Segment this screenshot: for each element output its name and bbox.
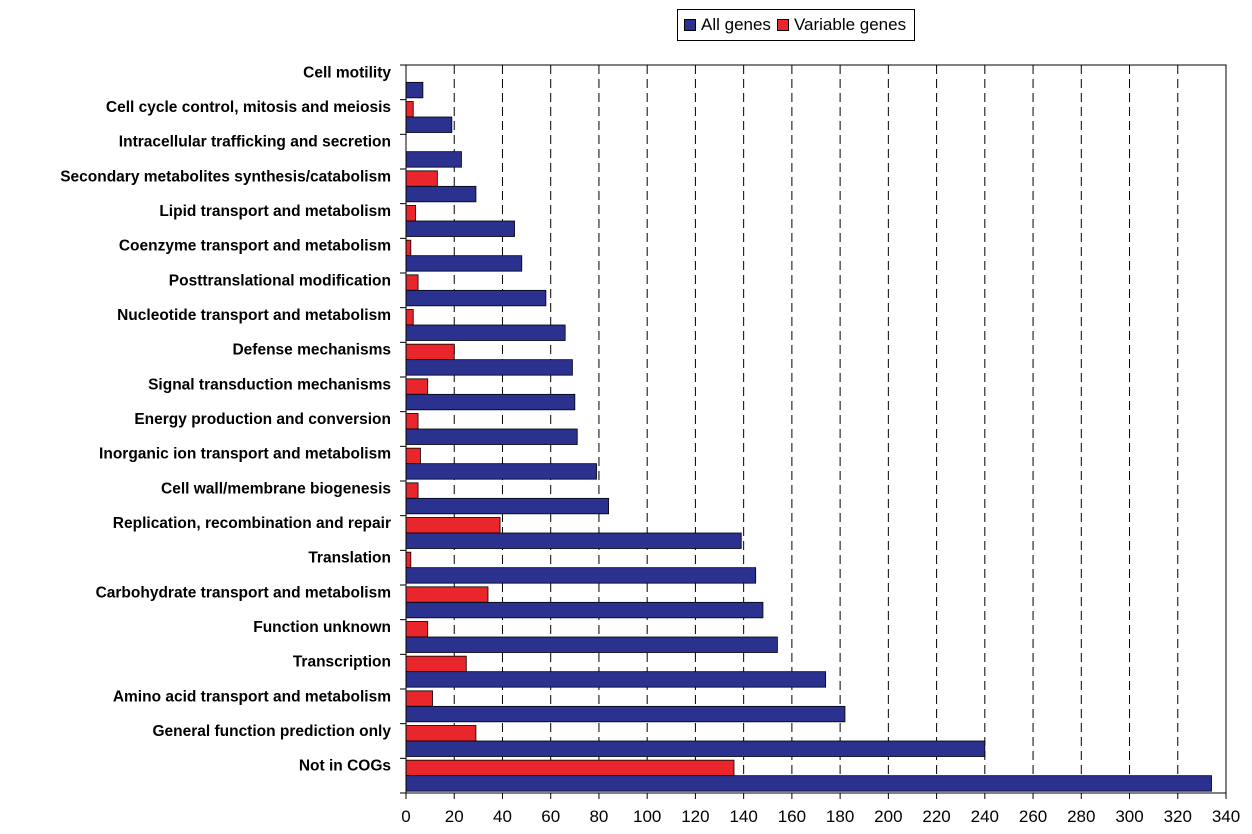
bar-all-genes (405, 81, 424, 99)
category-label: General function prediction only (152, 723, 391, 740)
category-label: Cell cycle control, mitosis and meiosis (106, 99, 391, 116)
legend: All genes Variable genes (677, 9, 916, 41)
category-label: Transcription (293, 654, 391, 671)
bar-variable-genes (405, 586, 489, 603)
bar-variable-genes (405, 170, 438, 187)
bar-all-genes (405, 740, 986, 757)
category-label: Energy production and conversion (134, 411, 391, 428)
x-tick-label: 40 (493, 807, 512, 826)
bar-all-genes (405, 359, 573, 376)
x-tick-label: 200 (874, 807, 902, 826)
category-label: Not in COGs (299, 758, 391, 775)
bar-variable-genes (405, 413, 419, 430)
bar-all-genes (405, 428, 578, 445)
bar-variable-genes (405, 655, 467, 673)
category-label: Posttranslational modification (169, 272, 391, 289)
category-label: Amino acid transport and metabolism (113, 688, 391, 705)
x-tick-label: 340 (1212, 807, 1240, 826)
plot-area-border (405, 64, 1227, 794)
bar-variable-genes (405, 205, 417, 222)
bar-variable-genes (405, 690, 433, 707)
x-tick-label: 20 (445, 807, 464, 826)
category-label: Intracellular trafficking and secretion (119, 134, 391, 151)
bar-all-genes (405, 151, 462, 168)
bar-variable-genes (405, 447, 421, 465)
bar-variable-genes (405, 343, 455, 361)
x-tick-label: 140 (729, 807, 757, 826)
category-label: Signal transduction mechanisms (148, 376, 391, 393)
bar-all-genes (405, 324, 566, 341)
bar-variable-genes (405, 759, 735, 777)
x-tick-label: 280 (1067, 807, 1095, 826)
x-tick-label: 100 (633, 807, 661, 826)
x-tick-label: 180 (826, 807, 854, 826)
bar-variable-genes (405, 551, 412, 569)
bar-all-genes (405, 775, 1212, 792)
legend-label-all-genes: All genes (701, 15, 771, 34)
category-label: Lipid transport and metabolism (159, 203, 391, 220)
bar-all-genes (405, 601, 764, 619)
bar-variable-genes (405, 378, 429, 395)
x-tick-label: 320 (1164, 807, 1192, 826)
bar-all-genes (405, 220, 515, 237)
bar-variable-genes (405, 621, 429, 638)
x-tick-label: 220 (922, 807, 950, 826)
category-label: Cell wall/membrane biogenesis (161, 480, 391, 497)
x-tick-label: 80 (589, 807, 608, 826)
bar-variable-genes (405, 482, 419, 499)
x-tick-label: 160 (778, 807, 806, 826)
x-tick-label: 120 (681, 807, 709, 826)
legend-label-variable-genes: Variable genes (793, 15, 907, 34)
bar-variable-genes (405, 309, 414, 326)
category-label: Cell motility (303, 64, 391, 81)
bar-all-genes (405, 705, 846, 723)
category-label: Replication, recombination and repair (113, 515, 391, 532)
bar-all-genes (405, 636, 778, 653)
x-tick-label: 260 (1019, 807, 1047, 826)
bar-all-genes (405, 255, 523, 272)
category-label: Carbohydrate transport and metabolism (96, 584, 391, 601)
bar-all-genes (405, 567, 757, 584)
bar-all-genes (405, 289, 547, 307)
x-tick-label: 60 (541, 807, 560, 826)
legend-swatch-variable-genes (776, 19, 789, 31)
x-tick-label: 240 (971, 807, 999, 826)
bar-all-genes (405, 463, 597, 480)
category-label: Nucleotide transport and metabolism (117, 307, 391, 324)
category-label: Secondary metabolites synthesis/cataboli… (60, 168, 391, 185)
bar-variable-genes (405, 239, 412, 257)
category-label: Translation (308, 550, 391, 567)
bar-all-genes (405, 532, 742, 549)
bar-all-genes (405, 497, 609, 515)
category-label: Inorganic ion transport and metabolism (99, 446, 391, 463)
bar-variable-genes (405, 517, 501, 534)
bar-variable-genes (405, 274, 419, 291)
category-label: Coenzyme transport and metabolism (119, 238, 391, 255)
category-label: Function unknown (253, 619, 391, 636)
x-tick-label: 300 (1115, 807, 1143, 826)
bar-variable-genes (405, 101, 414, 118)
bar-all-genes (405, 116, 453, 133)
legend-swatch-all-genes (684, 19, 696, 31)
bar-variable-genes (405, 725, 477, 742)
bar-all-genes (405, 393, 576, 411)
legend-item-all-genes: All genes (684, 15, 771, 35)
x-tick-label: 0 (401, 807, 410, 826)
category-label: Defense mechanisms (232, 342, 391, 359)
bar-all-genes (405, 185, 477, 203)
legend-item-variable-genes: Variable genes (776, 15, 907, 35)
bar-all-genes (405, 671, 827, 688)
